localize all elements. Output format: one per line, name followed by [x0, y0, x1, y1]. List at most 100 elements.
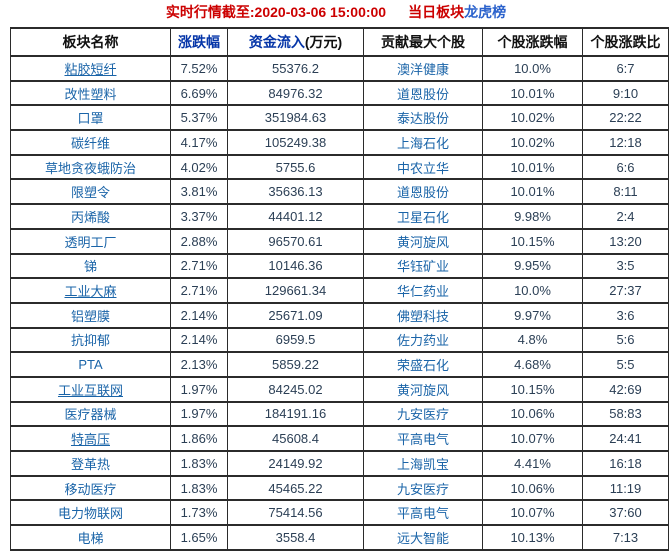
sector-name-cell: 透明工厂 — [10, 227, 171, 255]
stock-link[interactable]: 华仁药业 — [396, 284, 449, 300]
stock-link[interactable]: 华钰矿业 — [396, 259, 449, 275]
sector-name-cell: 电梯 — [10, 524, 171, 551]
longhu-board-link[interactable]: 龙虎榜 — [464, 4, 507, 20]
stock-link[interactable]: 平高电气 — [396, 432, 449, 448]
inflow-cell: 84245.02 — [227, 375, 364, 403]
stock-change-cell: 10.0% — [482, 277, 583, 304]
table-row: 限塑令 3.81% 35636.13 道恩股份 10.01% 8:11 — [10, 178, 669, 206]
stock-link[interactable]: 佛塑科技 — [396, 308, 449, 324]
table-row: 移动医疗 1.83% 45465.22 九安医疗 10.06% 11:19 — [10, 474, 669, 502]
sector-link[interactable]: 工业大麻 — [64, 284, 117, 300]
stock-link[interactable]: 远大智能 — [396, 531, 449, 547]
stock-name-cell: 中农立华 — [363, 153, 483, 181]
table-row: 电梯 1.65% 3558.4 远大智能 10.13% 7:13 — [10, 524, 669, 551]
table-body: 粘胶短纤 7.52% 55376.2 澳洋健康 10.0% 6:7 改性塑料 6… — [10, 55, 669, 551]
header-change[interactable]: 涨跌幅 — [170, 27, 228, 57]
stock-link[interactable]: 澳洋健康 — [396, 61, 449, 77]
stock-name-cell: 佐力药业 — [363, 326, 483, 354]
table-row: 透明工厂 2.88% 96570.61 黄河旋风 10.15% 13:20 — [10, 227, 669, 255]
inflow-cell: 44401.12 — [227, 203, 364, 230]
stock-link[interactable]: 佐力药业 — [396, 333, 449, 349]
sector-link[interactable]: 工业互联网 — [57, 382, 123, 398]
inflow-cell: 25671.09 — [227, 301, 364, 329]
stock-name-cell: 九安医疗 — [363, 474, 483, 502]
sector-link[interactable]: 锑 — [83, 259, 97, 275]
inflow-cell: 351984.63 — [227, 104, 364, 132]
ratio-cell: 6:7 — [582, 55, 669, 82]
stock-link[interactable]: 中农立华 — [396, 160, 449, 176]
sector-link[interactable]: 医疗器械 — [64, 407, 117, 423]
sector-link[interactable]: 电力物联网 — [57, 506, 123, 522]
change-cell: 1.97% — [170, 375, 228, 403]
stock-change-cell: 10.02% — [482, 104, 583, 132]
ratio-cell: 42:69 — [582, 375, 669, 403]
ratio-cell: 5:6 — [582, 326, 669, 354]
change-cell: 1.65% — [170, 524, 228, 551]
change-cell: 2.13% — [170, 351, 228, 378]
ratio-cell: 24:41 — [582, 425, 669, 452]
sector-link[interactable]: PTA — [78, 357, 103, 373]
stock-change-cell: 10.15% — [482, 375, 583, 403]
sector-name-cell: 铝塑膜 — [10, 301, 171, 329]
inflow-cell: 45465.22 — [227, 474, 364, 502]
sector-link[interactable]: 铝塑膜 — [70, 308, 110, 324]
stock-link[interactable]: 道恩股份 — [396, 86, 449, 102]
sector-link[interactable]: 碳纤维 — [70, 135, 110, 151]
sector-name-cell: 粘胶短纤 — [10, 55, 171, 82]
sector-link[interactable]: 口罩 — [77, 111, 104, 127]
inflow-cell: 45608.4 — [227, 425, 364, 452]
ratio-cell: 3:6 — [582, 301, 669, 329]
sector-link[interactable]: 改性塑料 — [64, 86, 117, 102]
change-cell: 1.83% — [170, 474, 228, 502]
ratio-cell: 7:13 — [582, 524, 669, 551]
sector-link[interactable]: 抗抑郁 — [70, 333, 110, 349]
stock-name-cell: 平高电气 — [363, 425, 483, 452]
stock-link[interactable]: 泰达股份 — [396, 111, 449, 127]
stock-change-cell: 10.01% — [482, 178, 583, 206]
inflow-cell: 96570.61 — [227, 227, 364, 255]
stock-link[interactable]: 黄河旋风 — [396, 382, 449, 398]
sector-link[interactable]: 移动医疗 — [64, 481, 117, 497]
stock-change-cell: 10.07% — [482, 425, 583, 452]
stock-change-cell: 9.97% — [482, 301, 583, 329]
sector-link[interactable]: 透明工厂 — [64, 234, 117, 250]
table-header: 板块名称 涨跌幅 资金流入(万元) 贡献最大个股 个股涨跌幅 个股涨跌比 — [10, 27, 669, 57]
stock-link[interactable]: 九安医疗 — [396, 407, 449, 423]
stock-link[interactable]: 荣盛石化 — [396, 358, 449, 374]
sector-name-cell: 锑 — [10, 252, 171, 280]
stock-name-cell: 道恩股份 — [363, 79, 483, 107]
inflow-cell: 5755.6 — [227, 153, 364, 181]
stock-link[interactable]: 上海凯宝 — [396, 456, 449, 472]
table-row: PTA 2.13% 5859.22 荣盛石化 4.68% 5:5 — [10, 351, 669, 378]
stock-change-cell: 9.95% — [482, 252, 583, 280]
stock-link[interactable]: 九安医疗 — [396, 481, 449, 497]
stock-name-cell: 泰达股份 — [363, 104, 483, 132]
sector-link[interactable]: 特高压 — [70, 432, 110, 448]
stock-link[interactable]: 上海石化 — [396, 135, 449, 151]
change-cell: 2.71% — [170, 277, 228, 304]
inflow-cell: 10146.36 — [227, 252, 364, 280]
stock-change-cell: 10.15% — [482, 227, 583, 255]
ratio-cell: 6:6 — [582, 153, 669, 181]
table-row: 医疗器械 1.97% 184191.16 九安医疗 10.06% 58:83 — [10, 400, 669, 428]
sector-link[interactable]: 草地贪夜蛾防治 — [44, 160, 136, 176]
stock-link[interactable]: 卫星石化 — [396, 209, 449, 225]
stock-name-cell: 平高电气 — [363, 499, 483, 527]
stock-change-cell: 4.8% — [482, 326, 583, 354]
change-cell: 2.88% — [170, 227, 228, 255]
sector-name-cell: 医疗器械 — [10, 400, 171, 428]
stock-link[interactable]: 道恩股份 — [396, 185, 449, 201]
sector-link[interactable]: 限塑令 — [70, 185, 110, 201]
table-row: 草地贪夜蛾防治 4.02% 5755.6 中农立华 10.01% 6:6 — [10, 153, 669, 181]
sector-link[interactable]: 电梯 — [77, 531, 104, 547]
change-cell: 2.14% — [170, 301, 228, 329]
stock-link[interactable]: 平高电气 — [396, 506, 449, 522]
inflow-cell: 105249.38 — [227, 129, 364, 156]
sector-link[interactable]: 粘胶短纤 — [64, 61, 117, 77]
table-row: 口罩 5.37% 351984.63 泰达股份 10.02% 22:22 — [10, 104, 669, 132]
ratio-cell: 22:22 — [582, 104, 669, 132]
sector-link[interactable]: 丙烯酸 — [70, 209, 110, 225]
stock-link[interactable]: 黄河旋风 — [396, 234, 449, 250]
sector-link[interactable]: 登革热 — [70, 456, 110, 472]
header-inflow[interactable]: 资金流入(万元) — [227, 27, 364, 57]
